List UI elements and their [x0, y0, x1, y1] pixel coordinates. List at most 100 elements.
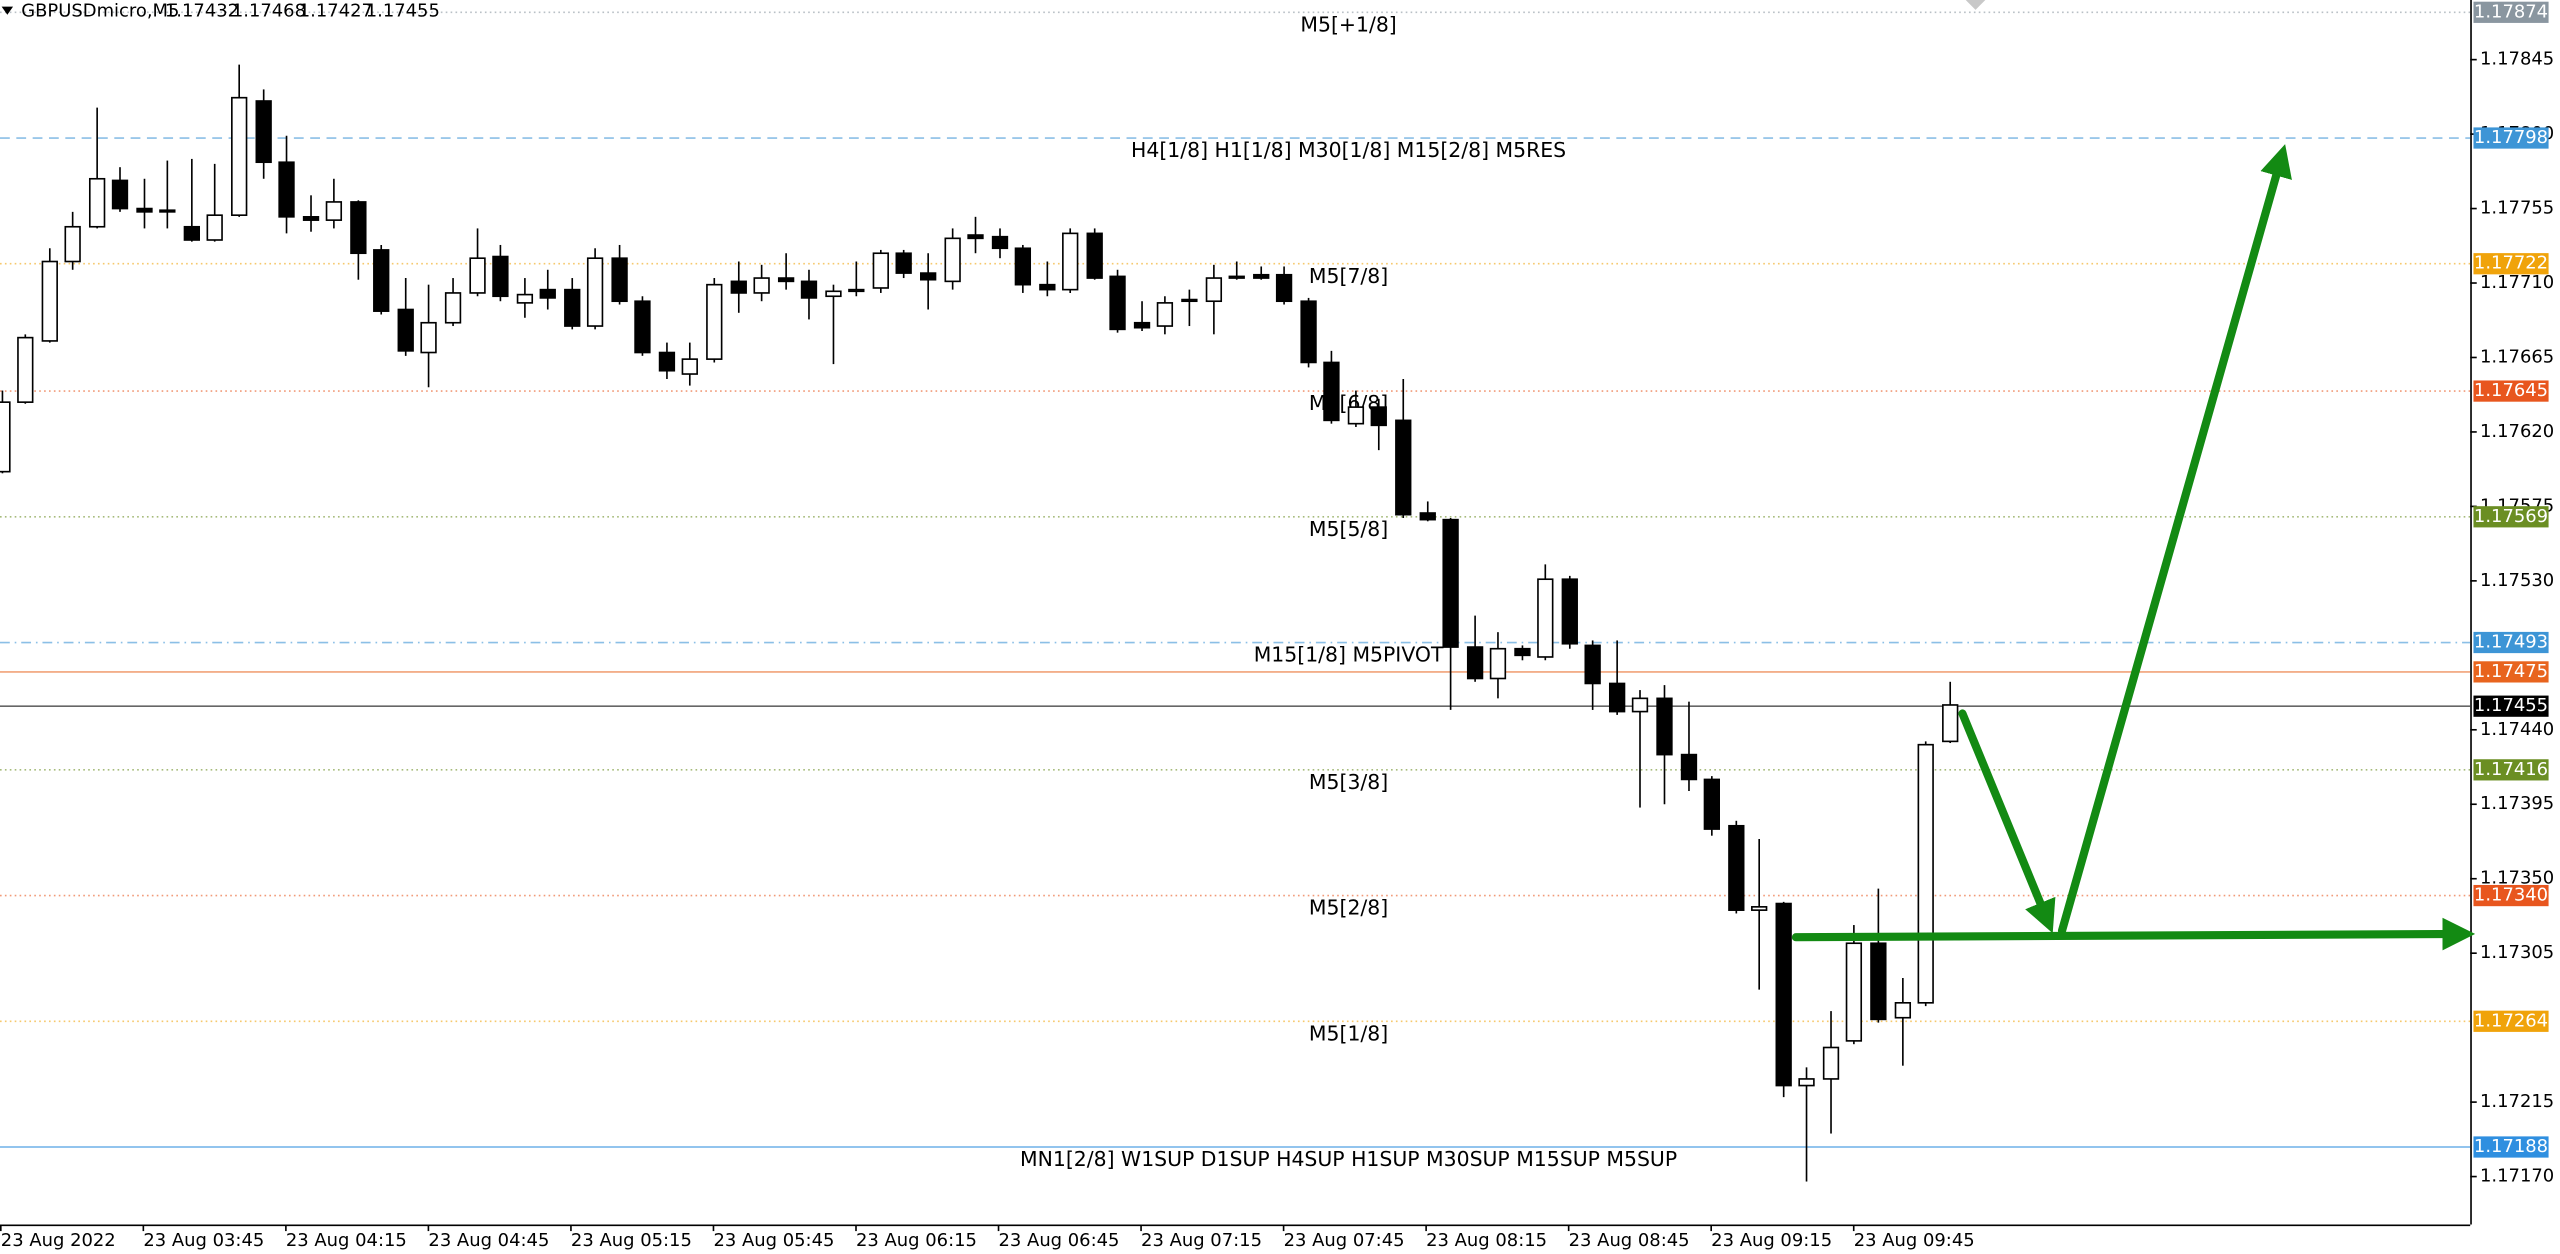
price-box	[2473, 695, 2549, 717]
candle-body	[1133, 321, 1151, 329]
price-box	[2473, 884, 2549, 907]
level-label: M5[5/8]	[1309, 517, 1388, 541]
candle-body	[1656, 697, 1673, 756]
candle-body	[492, 255, 509, 298]
level-label: M5[2/8]	[1309, 896, 1388, 920]
candle-body	[825, 290, 842, 298]
candle-body	[1942, 704, 1959, 743]
candle-body	[516, 293, 534, 304]
y-tick-label: 1.17170	[2480, 1166, 2554, 1187]
x-tick-label: 23 Aug 2022	[1, 1230, 116, 1251]
header-close: 1.17455	[366, 0, 440, 21]
y-tick-label: 1.17395	[2480, 793, 2554, 814]
candle-body	[469, 257, 486, 294]
candle-body	[634, 300, 651, 354]
candle-body	[1086, 232, 1103, 279]
price-box-label: 1.17874	[2474, 1, 2548, 22]
candle-body	[1370, 406, 1387, 427]
price-box	[2473, 253, 2549, 275]
price-box-label: 1.17264	[2474, 1010, 2548, 1031]
candle-body	[586, 257, 604, 327]
candle-body	[872, 252, 889, 289]
candle-body	[895, 252, 912, 274]
candle-body	[1584, 644, 1601, 685]
level-label: M5[+1/8]	[1300, 12, 1396, 36]
candle-body	[1395, 419, 1412, 516]
candle-body	[1419, 512, 1436, 521]
candle-body	[1181, 298, 1198, 303]
candle-body	[0, 401, 11, 473]
arrow-up	[2057, 144, 2292, 935]
candle-body	[1631, 697, 1649, 713]
menu-triangle[interactable]	[1, 6, 14, 15]
candle-body	[255, 100, 272, 164]
x-tick-label: 23 Aug 05:45	[713, 1230, 834, 1251]
candle-body	[1537, 578, 1554, 658]
level-label: H4[1/8] H1[1/8] M30[1/8] M15[2/8] M5RES	[1131, 138, 1566, 162]
annotation-arrows	[1791, 144, 2476, 951]
price-box	[2473, 1136, 2549, 1158]
candle-body	[1703, 778, 1720, 830]
candle-body	[1917, 743, 1934, 1004]
candle-body	[944, 237, 961, 283]
x-tick-label: 23 Aug 09:15	[1711, 1230, 1832, 1251]
candle-body	[1514, 647, 1531, 657]
candle-body	[1205, 277, 1223, 303]
price-box	[2473, 1, 2549, 23]
candle-body	[1775, 902, 1792, 1087]
candle-body	[920, 272, 937, 281]
candle-body	[848, 288, 865, 293]
candle-body	[1489, 647, 1507, 680]
candle-body	[1014, 247, 1032, 286]
candle-body	[1300, 300, 1317, 364]
x-tick-label: 23 Aug 07:45	[1284, 1230, 1405, 1251]
candle-body	[1466, 646, 1484, 680]
candle-body	[539, 288, 556, 299]
price-box-label: 1.17340	[2474, 885, 2548, 906]
x-tick-label: 23 Aug 04:15	[286, 1230, 407, 1251]
x-tick-label: 23 Aug 08:45	[1569, 1230, 1690, 1251]
header-high: 1.17468	[232, 0, 306, 21]
price-box	[2473, 759, 2549, 781]
candle-body	[706, 283, 723, 360]
candle-body	[1680, 753, 1698, 781]
y-tick-label: 1.17755	[2480, 198, 2554, 219]
candle-body	[1228, 275, 1245, 279]
price-box-label: 1.17188	[2474, 1136, 2548, 1157]
price-box-label: 1.17569	[2474, 506, 2548, 527]
candle-body	[278, 161, 295, 218]
candle-body	[159, 209, 176, 213]
candle-body	[1039, 283, 1056, 291]
candle-body	[1845, 942, 1863, 1042]
y-tick-label: 1.17215	[2480, 1091, 2554, 1112]
candle-body	[88, 177, 106, 228]
candle-body	[444, 292, 462, 324]
price-box	[2473, 1010, 2549, 1032]
y-tick-label: 1.17530	[2480, 570, 2554, 591]
arrow-down	[1958, 709, 2056, 934]
candle-body	[373, 249, 390, 312]
price-box	[2473, 506, 2549, 528]
candle-body	[1822, 1046, 1840, 1080]
candle-body	[1728, 824, 1745, 911]
candle-body	[350, 201, 367, 255]
x-tick-label: 23 Aug 04:45	[428, 1230, 549, 1251]
candle-body	[1870, 942, 1887, 1021]
x-tick-label: 23 Aug 09:45	[1854, 1230, 1975, 1251]
price-box	[2473, 661, 2549, 683]
arrow-right	[1791, 917, 2476, 951]
candle-body	[64, 225, 81, 263]
x-tick-label: 23 Aug 05:15	[571, 1230, 692, 1251]
candle-body	[41, 260, 58, 342]
y-tick-label: 1.17665	[2480, 346, 2554, 367]
candle-body	[1442, 518, 1459, 648]
price-box-label: 1.17416	[2474, 759, 2548, 780]
candle-body	[800, 280, 818, 299]
candle-body	[397, 308, 414, 352]
level-label: M15[1/8] M5PIVOT	[1254, 643, 1444, 667]
candle-body	[1062, 232, 1079, 291]
